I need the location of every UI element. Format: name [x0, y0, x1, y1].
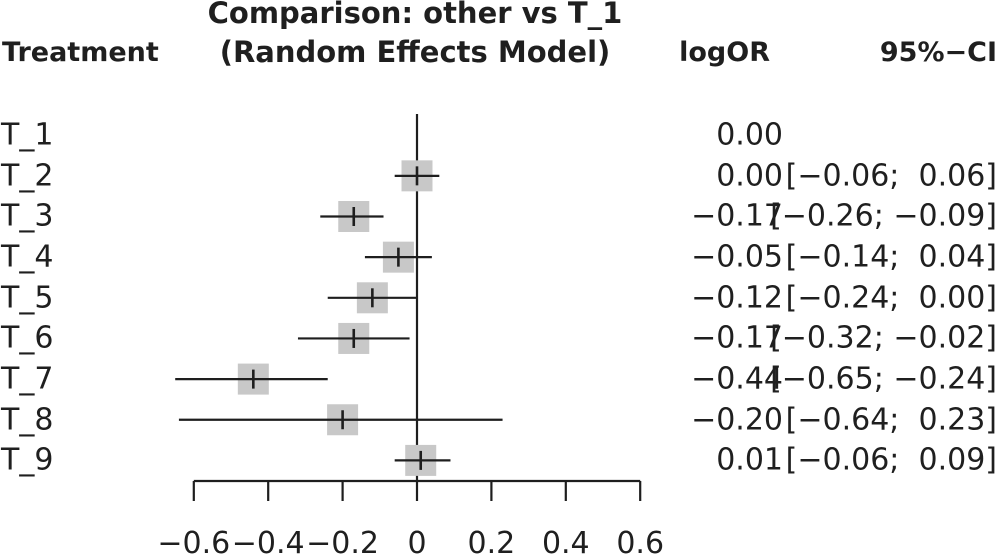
treatment-rows: T_1 0.00 T_2 0.00 [−0.06; 0.06] T_3 −0.1… [0, 115, 1000, 481]
x-axis-tick-label: −0.6 [157, 526, 230, 556]
table-row: T_8 −0.20 [−0.64; 0.23] [0, 399, 1000, 440]
logor-value: −0.05 [691, 239, 783, 275]
treatment-label: T_5 [1, 280, 54, 316]
ci-value: [−0.32; −0.02] [770, 320, 997, 356]
table-row: T_6 −0.17 [−0.32; −0.02] [0, 318, 1000, 359]
x-axis-tick-label: 0.6 [616, 526, 664, 556]
plot-title: Comparison: other vs T_1 (Random Effects… [185, 0, 645, 72]
logor-value: 0.00 [716, 158, 783, 194]
x-axis-tick-label: 0 [407, 526, 426, 556]
table-row: T_3 −0.17 [−0.26; −0.09] [0, 196, 1000, 237]
treatment-label: T_4 [1, 239, 54, 275]
ci-column-header: 95%−CI [879, 37, 997, 68]
ci-value: [−0.24; 0.00] [785, 280, 997, 316]
ci-value: [−0.06; 0.09] [785, 442, 997, 478]
logor-value: −0.44 [691, 361, 783, 397]
ci-value: [−0.06; 0.06] [785, 158, 997, 194]
x-axis-tick-label: −0.2 [306, 526, 379, 556]
treatment-label: T_8 [1, 402, 54, 438]
logor-value: −0.17 [691, 320, 783, 356]
ci-value: [−0.65; −0.24] [770, 361, 997, 397]
treatment-label: T_3 [1, 198, 54, 234]
table-row: T_7 −0.44 [−0.65; −0.24] [0, 359, 1000, 400]
x-axis-tick-label: 0.4 [542, 526, 590, 556]
treatment-column-header: Treatment [2, 37, 159, 68]
ci-value: [−0.26; −0.09] [770, 198, 997, 234]
treatment-label: T_7 [1, 361, 54, 397]
table-row: T_9 0.01 [−0.06; 0.09] [0, 440, 1000, 481]
plot-title-line1: Comparison: other vs T_1 [207, 0, 623, 30]
logor-value: 0.01 [716, 442, 783, 478]
treatment-label: T_1 [1, 117, 54, 153]
treatment-label: T_6 [1, 320, 54, 356]
logor-column-header: logOR [679, 37, 770, 68]
table-row: T_5 −0.12 [−0.24; 0.00] [0, 277, 1000, 318]
ci-value: [−0.64; 0.23] [785, 402, 997, 438]
ci-value: [−0.14; 0.04] [785, 239, 997, 275]
table-row: T_2 0.00 [−0.06; 0.06] [0, 156, 1000, 197]
x-axis-tick-label: 0.2 [468, 526, 516, 556]
logor-value: −0.12 [691, 280, 783, 316]
treatment-label: T_2 [1, 158, 54, 194]
treatment-label: T_9 [1, 442, 54, 478]
logor-value: 0.00 [716, 117, 783, 153]
table-row: T_1 0.00 [0, 115, 1000, 156]
x-axis-tick-label: −0.4 [232, 526, 305, 556]
logor-value: −0.17 [691, 198, 783, 234]
table-row: T_4 −0.05 [−0.14; 0.04] [0, 237, 1000, 278]
plot-title-line2: (Random Effects Model) [219, 35, 611, 69]
logor-value: −0.20 [691, 402, 783, 438]
